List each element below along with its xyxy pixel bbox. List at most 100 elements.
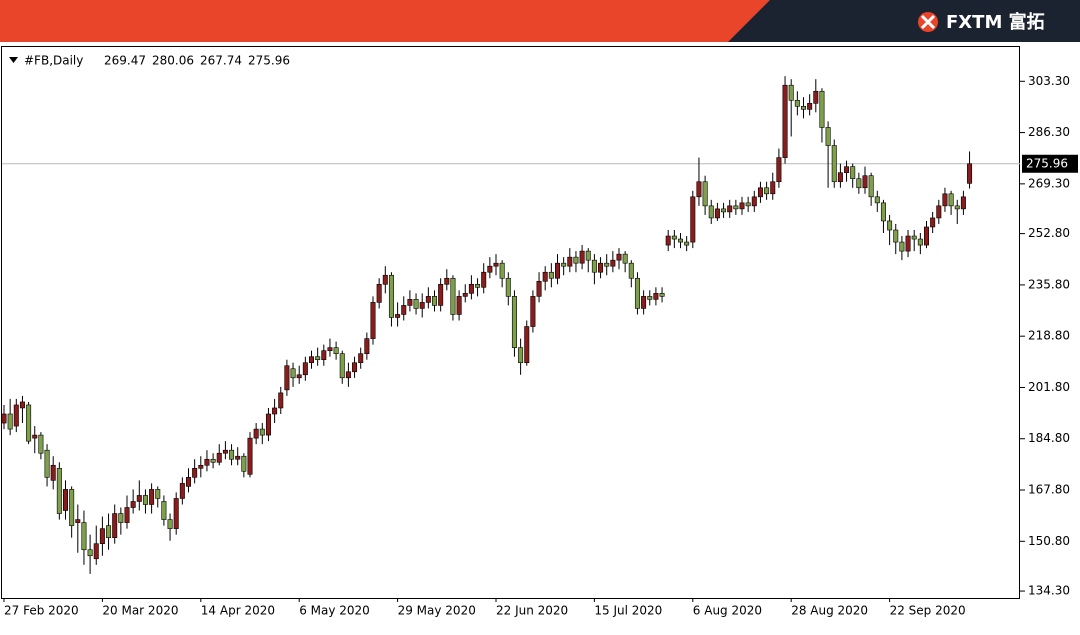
candle-body <box>831 145 837 183</box>
candle-body <box>265 413 271 436</box>
candle-body <box>69 489 75 526</box>
candle-body <box>75 519 81 523</box>
candle-body <box>192 467 198 478</box>
candle-body <box>395 314 401 318</box>
candle-body <box>598 262 604 273</box>
candle-body <box>665 235 671 246</box>
candle-body <box>567 256 573 267</box>
candle-body <box>302 362 308 376</box>
candle-body <box>585 250 591 261</box>
plot-frame <box>1 46 1020 599</box>
candle-body <box>948 193 954 207</box>
candle-body <box>554 262 560 279</box>
candle-body <box>967 163 973 184</box>
candle-body <box>364 338 370 354</box>
candle-body <box>917 238 923 246</box>
candle-body <box>253 428 259 439</box>
y-tick-label: 269.30 <box>1028 176 1070 190</box>
x-tick-label: 15 Jul 2020 <box>594 604 662 618</box>
candle-body <box>112 513 118 538</box>
candle-body <box>573 256 579 264</box>
candle-body <box>794 99 800 107</box>
candle-body <box>475 283 481 288</box>
candle-body <box>179 483 185 499</box>
candle-body <box>499 262 505 279</box>
ohlc-high: 280.06 <box>152 54 194 68</box>
candle-body <box>142 495 148 505</box>
candle-body <box>81 522 87 551</box>
candle-body <box>130 501 136 508</box>
candle-body <box>222 449 228 454</box>
x-tick-label: 29 May 2020 <box>398 604 476 618</box>
candle-body <box>714 208 720 219</box>
brand: FXTM 富拓 <box>946 11 1045 33</box>
candle-body <box>155 489 161 499</box>
candle-body <box>604 262 610 267</box>
candle-body <box>776 157 782 183</box>
candle-body <box>419 302 425 309</box>
candle-body <box>862 175 868 189</box>
candle-body <box>321 350 327 361</box>
candle-body <box>770 181 776 195</box>
candle-body <box>702 181 708 207</box>
candle-body <box>352 362 358 373</box>
candle-body <box>782 84 788 158</box>
candle-body <box>161 501 167 520</box>
candle-body <box>167 519 173 529</box>
candle-body <box>407 299 413 306</box>
candle-body <box>690 196 696 243</box>
x-tick-label: 27 Feb 2020 <box>4 604 79 618</box>
candle-body <box>930 217 936 228</box>
candle-body <box>880 202 886 222</box>
candle-body <box>893 229 899 243</box>
candle-body <box>868 175 874 198</box>
x-tick-label: 14 Apr 2020 <box>201 604 275 618</box>
candle-body <box>708 205 714 219</box>
candle-body <box>622 253 628 264</box>
y-tick-label: 150.80 <box>1028 534 1070 548</box>
candle-body <box>591 259 597 273</box>
candle-body <box>247 437 253 475</box>
candle-body <box>825 127 831 146</box>
candle-body <box>696 181 702 198</box>
candle-body <box>561 262 567 267</box>
candle-body <box>505 277 511 297</box>
candle-body <box>536 280 542 297</box>
candle-body <box>874 196 880 204</box>
candle-body <box>278 392 284 409</box>
candle-body <box>616 253 622 261</box>
candle-body <box>462 293 468 297</box>
candle-body <box>923 226 929 246</box>
symbol-menu[interactable] <box>9 57 18 63</box>
candle-body <box>542 271 548 282</box>
candle-body <box>468 283 474 294</box>
x-tick-label: 28 Aug 2020 <box>791 604 868 618</box>
x-tick-label: 6 May 2020 <box>299 604 370 618</box>
candle-body <box>19 401 25 409</box>
y-tick-label: 167.80 <box>1028 483 1070 497</box>
candle-body <box>229 449 235 460</box>
candle-body <box>149 489 155 505</box>
candle-body <box>358 353 364 364</box>
candle-body <box>733 205 739 210</box>
candle-body <box>431 296 437 306</box>
candle-body <box>641 296 647 309</box>
ohlc-low: 267.74 <box>200 54 242 68</box>
candle-body <box>456 296 462 315</box>
candle-body <box>290 368 296 379</box>
candle-body <box>370 302 376 339</box>
candle-body <box>788 84 794 101</box>
candle-body <box>856 178 862 189</box>
candle-body <box>954 205 960 210</box>
candle-body <box>93 543 99 560</box>
candle-body <box>382 274 388 285</box>
candle-body <box>259 428 265 436</box>
candle-body <box>38 434 44 454</box>
candle-body <box>610 259 616 267</box>
candle-body <box>216 452 222 463</box>
candle-body <box>813 90 819 104</box>
ohlc-close: 275.96 <box>248 54 290 68</box>
y-tick-label: 201.80 <box>1028 380 1070 394</box>
candle-body <box>327 347 333 351</box>
y-tick-label: 252.80 <box>1028 226 1070 240</box>
